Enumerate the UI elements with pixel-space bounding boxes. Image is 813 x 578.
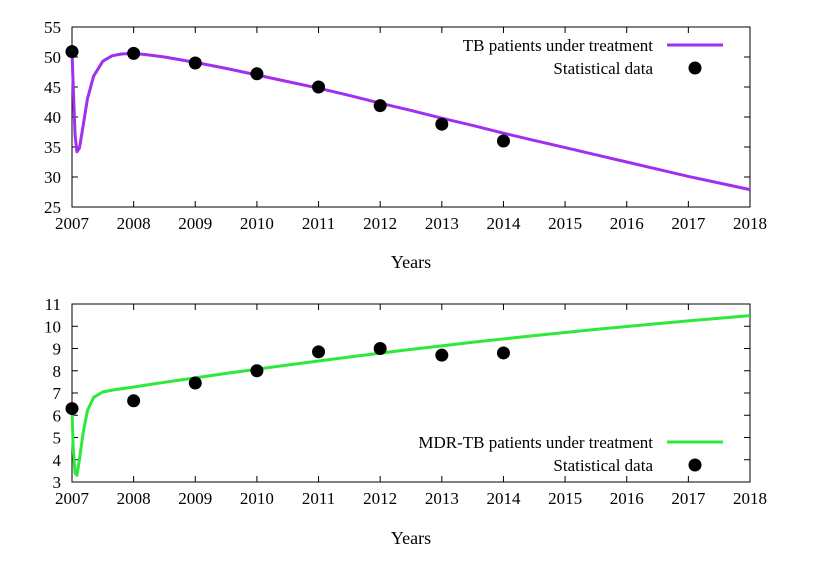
x-tick-label: 2011 xyxy=(302,489,335,508)
data-point xyxy=(496,134,510,148)
y-tick-label: 8 xyxy=(53,362,62,381)
y-tick-label: 3 xyxy=(53,473,62,492)
x-tick-label: 2012 xyxy=(363,489,397,508)
x-tick-label: 2012 xyxy=(363,214,397,233)
y-tick-label: 25 xyxy=(44,198,61,217)
data-point xyxy=(496,346,510,360)
y-tick-label: 7 xyxy=(53,384,62,403)
x-tick-label: 2017 xyxy=(671,214,706,233)
series-layer xyxy=(65,45,751,192)
y-tick-label: 40 xyxy=(44,108,61,127)
x-axis-label: Years xyxy=(391,528,431,548)
x-tick-label: 2009 xyxy=(178,489,212,508)
x-tick-label: 2013 xyxy=(425,214,459,233)
y-tick-label: 30 xyxy=(44,168,61,187)
legend-label-points: Statistical data xyxy=(553,59,653,78)
data-point xyxy=(250,67,264,81)
x-tick-label: 2013 xyxy=(425,489,459,508)
x-tick-label: 2015 xyxy=(548,489,582,508)
legend-label-line: MDR-TB patients under treatment xyxy=(418,433,653,452)
x-tick-label: 2017 xyxy=(671,489,706,508)
legend-swatch-point xyxy=(688,458,702,472)
x-tick-label: 2018 xyxy=(733,214,767,233)
y-tick-label: 9 xyxy=(53,340,62,359)
x-tick-label: 2010 xyxy=(240,489,274,508)
x-tick-label: 2008 xyxy=(117,214,151,233)
x-tick-label: 2014 xyxy=(486,489,521,508)
chart-mdr-tb-treatment: 2007 2008 2009 2010 2011 2012 2013 2014 2015 2016… xyxy=(44,295,767,548)
legend-label-points: Statistical data xyxy=(553,456,653,475)
y-tick-label: 50 xyxy=(44,48,61,67)
data-point xyxy=(435,117,449,131)
x-tick-label: 2010 xyxy=(240,214,274,233)
x-tick-label: 2009 xyxy=(178,214,212,233)
x-tick-label: 2011 xyxy=(302,214,335,233)
data-point xyxy=(65,45,79,59)
data-point xyxy=(312,80,326,94)
y-tick-label: 11 xyxy=(45,295,61,314)
data-point xyxy=(188,56,202,70)
y-tick-label: 6 xyxy=(53,406,62,425)
legend-label-line: TB patients under treatment xyxy=(463,36,654,55)
data-point xyxy=(435,348,449,362)
x-tick-label: 2015 xyxy=(548,214,582,233)
series-line xyxy=(70,314,751,477)
legend: TB patients under treatment Statistical … xyxy=(463,36,723,78)
x-axis: 2007 2008 2009 2010 2011 2012 2013 2014 2015 2016… xyxy=(55,27,767,233)
data-point xyxy=(188,376,202,390)
x-axis: 2007 2008 2009 2010 2011 2012 2013 2014 2015 2016… xyxy=(55,304,767,508)
chart-tb-treatment: 2007 2008 2009 2010 2011 2012 2013 2014 2015 2016… xyxy=(44,18,767,272)
x-tick-label: 2016 xyxy=(610,214,644,233)
y-tick-label: 55 xyxy=(44,18,61,37)
data-point xyxy=(250,364,264,378)
y-tick-label: 45 xyxy=(44,78,61,97)
x-tick-label: 2007 xyxy=(55,489,90,508)
x-tick-label: 2007 xyxy=(55,214,90,233)
y-tick-label: 10 xyxy=(44,317,61,336)
x-tick-label: 2008 xyxy=(117,489,151,508)
legend: MDR-TB patients under treatment Statisti… xyxy=(418,433,723,475)
y-tick-label: 5 xyxy=(53,429,62,448)
y-tick-label: 35 xyxy=(44,138,61,157)
x-tick-label: 2014 xyxy=(486,214,521,233)
data-point xyxy=(373,342,387,355)
y-tick-label: 4 xyxy=(53,451,62,470)
data-point xyxy=(65,402,79,416)
x-axis-label: Years xyxy=(391,252,431,272)
y-axis: 3 4 5 6 7 8 9 10 11 xyxy=(44,295,750,492)
data-point xyxy=(127,394,141,408)
data-point xyxy=(373,99,387,113)
series-layer xyxy=(65,314,751,477)
data-point xyxy=(127,46,141,60)
x-tick-label: 2016 xyxy=(610,489,644,508)
data-point xyxy=(312,345,326,359)
legend-swatch-point xyxy=(688,61,702,75)
x-tick-label: 2018 xyxy=(733,489,767,508)
